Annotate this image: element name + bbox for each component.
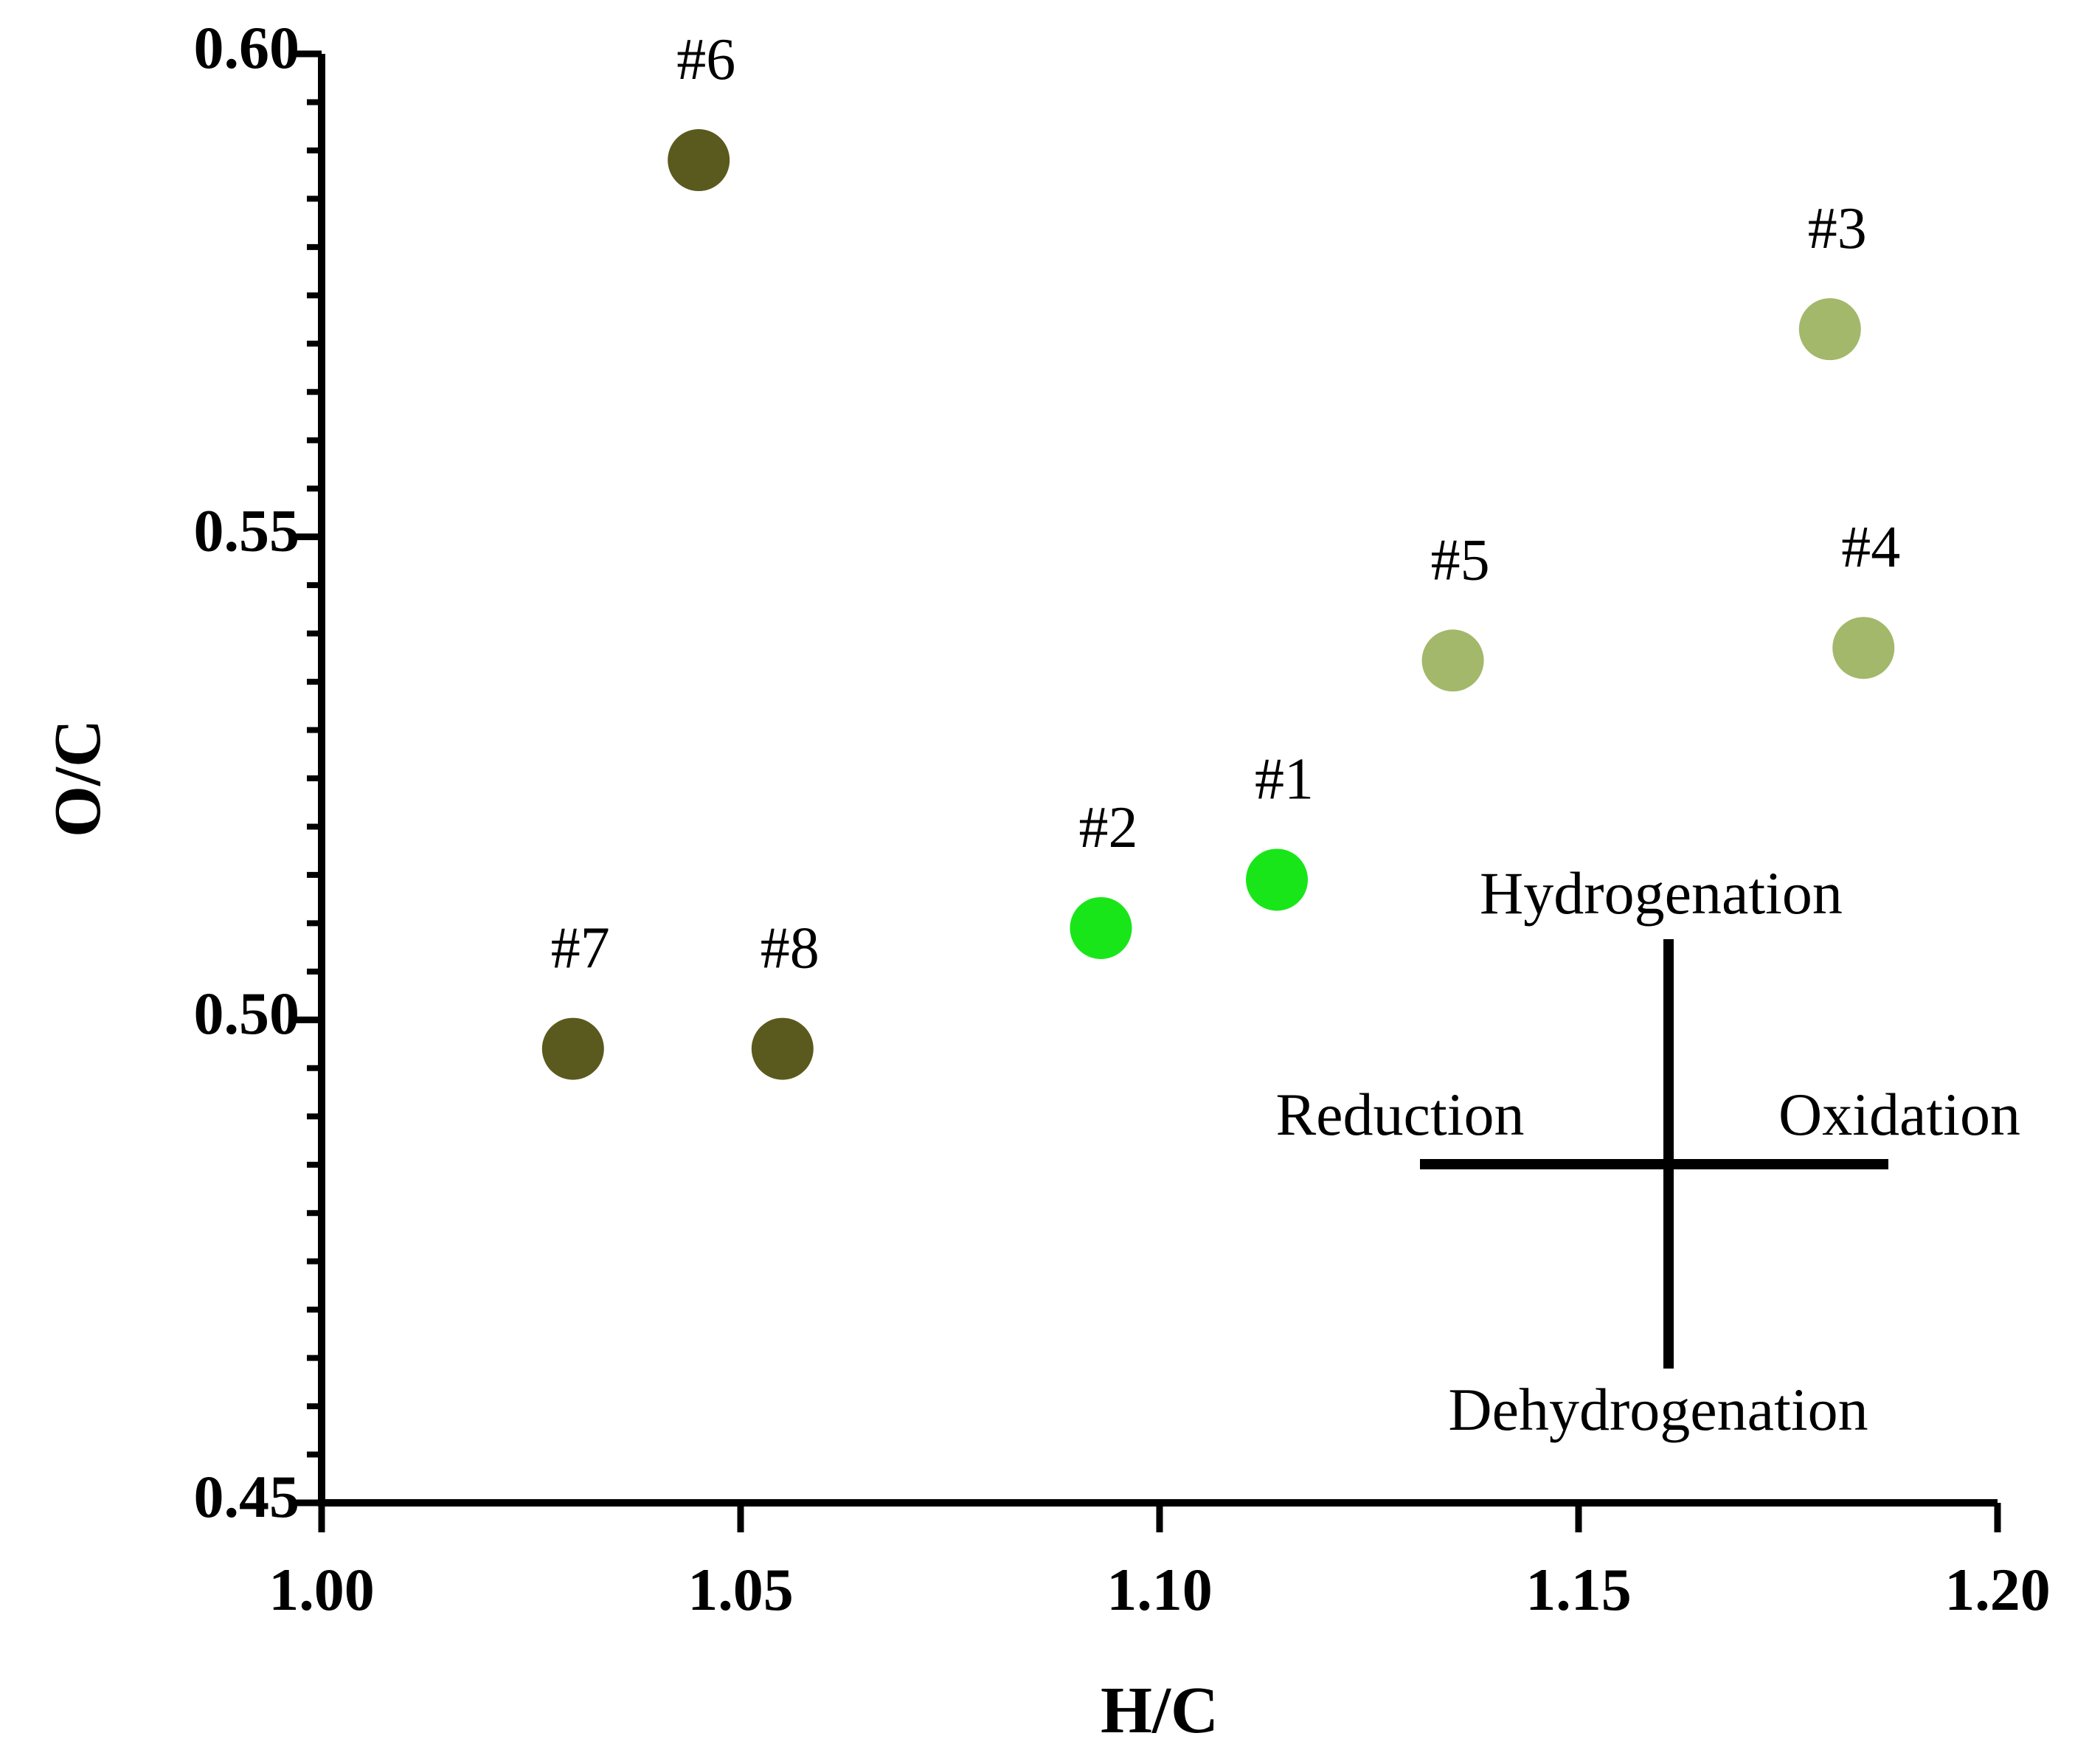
data-point — [1798, 298, 1861, 361]
point-label: #7 — [551, 916, 610, 981]
point-label: #6 — [676, 27, 735, 92]
y-major-ticks — [292, 50, 322, 1507]
data-point — [1070, 896, 1132, 959]
reduction-label: Reduction — [1275, 1081, 1524, 1148]
data-point — [751, 1017, 814, 1080]
data-point — [1832, 617, 1895, 679]
dehydrogenation-label: Dehydrogenation — [1448, 1376, 1868, 1443]
direction-cross: Hydrogenation Dehydrogenation Reduction … — [1275, 859, 2020, 1443]
x-tick-label: 1.10 — [1106, 1556, 1213, 1623]
x-tick-label: 1.00 — [269, 1556, 375, 1623]
point-label: #8 — [761, 916, 820, 981]
x-tick-label: 1.05 — [687, 1556, 794, 1623]
y-tick-labels: 0.45 0.50 0.55 0.60 — [194, 14, 300, 1530]
y-tick-label: 0.60 — [194, 14, 300, 81]
data-points — [541, 129, 1895, 1080]
data-point — [668, 129, 730, 192]
y-tick-label: 0.50 — [194, 980, 300, 1047]
x-tick-label: 1.15 — [1525, 1556, 1632, 1623]
y-tick-label: 0.55 — [194, 497, 300, 564]
data-point — [1246, 848, 1309, 911]
oxidation-label: Oxidation — [1778, 1081, 2020, 1148]
x-tick-labels: 1.00 1.05 1.10 1.15 1.20 — [269, 1556, 2051, 1623]
x-major-ticks — [318, 1503, 2001, 1532]
x-axis-title: H/C — [1101, 1674, 1219, 1747]
y-tick-label: 0.45 — [194, 1463, 300, 1530]
data-point — [541, 1017, 604, 1080]
point-label: #3 — [1808, 196, 1867, 261]
hydrogenation-label: Hydrogenation — [1480, 859, 1843, 927]
data-point — [1421, 629, 1484, 692]
point-label: #5 — [1431, 528, 1490, 592]
point-label: #1 — [1255, 747, 1314, 812]
data-point-labels: #1 #2 #3 #4 #5 #6 #7 #8 — [551, 27, 1900, 981]
y-axis-title: O/C — [41, 719, 114, 837]
point-label: #4 — [1841, 515, 1900, 580]
point-label: #2 — [1078, 795, 1137, 860]
x-tick-label: 1.20 — [1944, 1556, 2051, 1623]
